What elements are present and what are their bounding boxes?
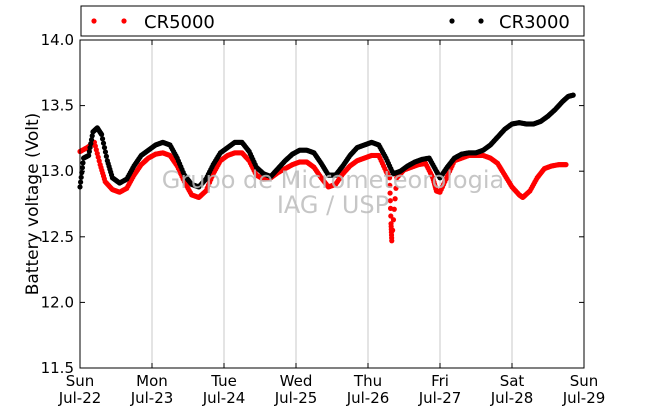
x-tick-label-date: Jul-29: [562, 389, 606, 407]
legend: CR5000 CR3000: [80, 5, 585, 37]
data-point-cr5000: [387, 182, 393, 189]
data-point-cr3000: [86, 148, 92, 155]
x-tick-label-date: Jul-22: [58, 389, 102, 407]
legend-label-cr3000: CR3000: [499, 12, 570, 33]
axis-ticks: SunJul-22MonJul-23TueJul-24WedJul-25ThuJ…: [41, 31, 606, 407]
x-tick-label-day: Mon: [136, 372, 168, 390]
y-axis-label: Battery voltage (Volt): [23, 113, 43, 296]
legend-marker-cr5000: [91, 18, 97, 24]
y-tick-label: 12.0: [41, 293, 74, 311]
data-point-cr5000: [390, 227, 396, 233]
y-tick-label: 12.5: [41, 228, 74, 246]
x-tick-label-day: Sun: [66, 372, 95, 390]
plot-frame: [79, 39, 585, 369]
data-point-cr3000: [78, 179, 84, 185]
data-point-cr3000: [99, 136, 106, 142]
y-tick-label: 14.0: [41, 31, 74, 49]
x-tick-label-date: Jul-26: [346, 389, 390, 407]
x-tick-label-date: Jul-25: [274, 389, 318, 407]
x-tick-label-day: Wed: [280, 372, 313, 390]
series-cr3000: [77, 92, 576, 190]
data-point-cr5000: [387, 198, 393, 204]
x-tick-label-day: Fri: [431, 372, 449, 390]
x-tick-label-day: Sun: [570, 372, 599, 390]
data-point-cr3000: [103, 153, 109, 159]
legend-marker-cr5000: [121, 18, 127, 24]
data-point-cr5000: [389, 238, 395, 244]
watermark-line-1: Grupo de Micrometeorologia: [162, 166, 504, 194]
data-point-cr5000: [563, 162, 569, 168]
data-point-cr3000: [78, 174, 84, 180]
data-point-cr5000: [392, 196, 398, 202]
data-point-cr5000: [387, 190, 393, 196]
data-point-cr3000: [79, 165, 85, 171]
data-points: [77, 92, 576, 244]
x-tick-label-date: Jul-24: [202, 389, 246, 407]
data-point-cr5000: [390, 217, 397, 223]
data-point-cr3000: [101, 144, 108, 151]
watermark-line-2: IAG / USP: [277, 191, 389, 219]
data-point-cr3000: [87, 144, 93, 151]
data-point-cr3000: [570, 92, 576, 98]
legend-marker-cr3000: [449, 18, 455, 24]
data-point-cr3000: [88, 141, 94, 147]
data-point-cr3000: [88, 137, 95, 143]
data-point-cr5000: [393, 185, 399, 191]
data-point-cr5000: [391, 206, 397, 212]
y-tick-label: 13.5: [41, 97, 74, 115]
data-point-cr3000: [100, 140, 107, 146]
x-tick-label-day: Thu: [353, 372, 382, 390]
x-tick-label-date: Jul-27: [418, 389, 462, 407]
legend-box: [80, 5, 585, 37]
y-tick-label: 13.0: [41, 162, 74, 180]
x-tick-label-day: Tue: [210, 372, 237, 390]
data-point-cr3000: [102, 149, 109, 155]
data-point-cr3000: [80, 160, 86, 166]
x-tick-label-date: Jul-23: [130, 389, 174, 407]
y-tick-label: 11.5: [41, 359, 74, 377]
x-tick-label-day: Sat: [500, 372, 525, 390]
watermark: Grupo de Micrometeorologia IAG / USP: [162, 166, 504, 219]
grid-lines: [151, 40, 513, 368]
data-point-cr3000: [86, 152, 92, 159]
data-point-cr5000: [387, 175, 393, 181]
x-tick-label-date: Jul-28: [490, 389, 534, 407]
data-point-cr5000: [388, 213, 394, 219]
legend-marker-cr3000: [478, 18, 484, 24]
data-point-cr3000: [99, 131, 105, 138]
data-point-cr3000: [89, 133, 95, 139]
legend-label-cr5000: CR5000: [144, 12, 215, 33]
